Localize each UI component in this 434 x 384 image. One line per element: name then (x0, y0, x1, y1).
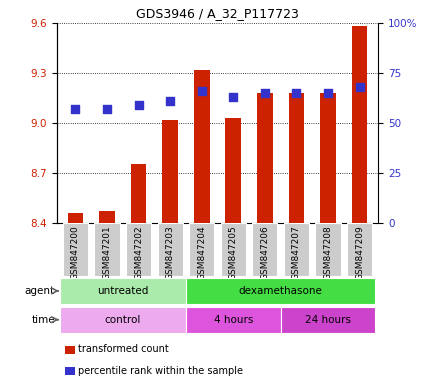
Bar (67, 213, 83, 223)
Point (72, 106, 79, 112)
Bar (256, 93, 272, 223)
Text: GSM847209: GSM847209 (354, 225, 363, 280)
Point (166, 98, 173, 104)
Point (292, 90, 299, 96)
FancyBboxPatch shape (283, 223, 308, 276)
Text: agent: agent (25, 286, 55, 296)
Text: control: control (105, 314, 141, 325)
Point (324, 90, 331, 96)
Point (135, 102, 142, 108)
Text: GSM847202: GSM847202 (134, 225, 143, 280)
Bar (319, 93, 335, 223)
Point (355, 84, 362, 90)
FancyBboxPatch shape (280, 307, 375, 333)
Text: time: time (31, 314, 55, 325)
FancyBboxPatch shape (63, 223, 88, 276)
Text: untreated: untreated (97, 286, 148, 296)
FancyBboxPatch shape (59, 307, 185, 333)
FancyBboxPatch shape (220, 223, 245, 276)
FancyBboxPatch shape (185, 278, 375, 304)
Text: GSM847200: GSM847200 (71, 225, 80, 280)
Text: GSM847208: GSM847208 (323, 225, 332, 280)
Text: GSM847205: GSM847205 (228, 225, 237, 280)
Bar (99, 211, 115, 223)
FancyBboxPatch shape (126, 223, 151, 276)
Text: GSM847201: GSM847201 (102, 225, 111, 280)
FancyBboxPatch shape (157, 223, 182, 276)
Bar (225, 118, 240, 223)
FancyBboxPatch shape (189, 223, 214, 276)
Text: GSM847207: GSM847207 (291, 225, 300, 280)
FancyBboxPatch shape (252, 223, 277, 276)
FancyBboxPatch shape (94, 223, 119, 276)
Bar (351, 26, 367, 223)
Bar (288, 93, 304, 223)
Text: GSM847206: GSM847206 (260, 225, 269, 280)
Text: GSM847204: GSM847204 (197, 225, 206, 280)
Point (261, 90, 268, 96)
Point (229, 94, 236, 100)
Point (198, 88, 205, 94)
FancyBboxPatch shape (59, 278, 185, 304)
Bar (130, 164, 146, 223)
Bar (194, 70, 209, 223)
Title: GDS3946 / A_32_P117723: GDS3946 / A_32_P117723 (136, 7, 298, 20)
FancyBboxPatch shape (315, 223, 340, 276)
Text: percentile rank within the sample: percentile rank within the sample (78, 366, 243, 376)
Text: 24 hours: 24 hours (304, 314, 350, 325)
Text: dexamethasone: dexamethasone (238, 286, 322, 296)
Text: transformed count: transformed count (78, 344, 169, 354)
Bar (162, 119, 178, 223)
FancyBboxPatch shape (346, 223, 371, 276)
Point (103, 106, 110, 112)
FancyBboxPatch shape (185, 307, 280, 333)
Text: GSM847203: GSM847203 (165, 225, 174, 280)
Text: 4 hours: 4 hours (213, 314, 253, 325)
